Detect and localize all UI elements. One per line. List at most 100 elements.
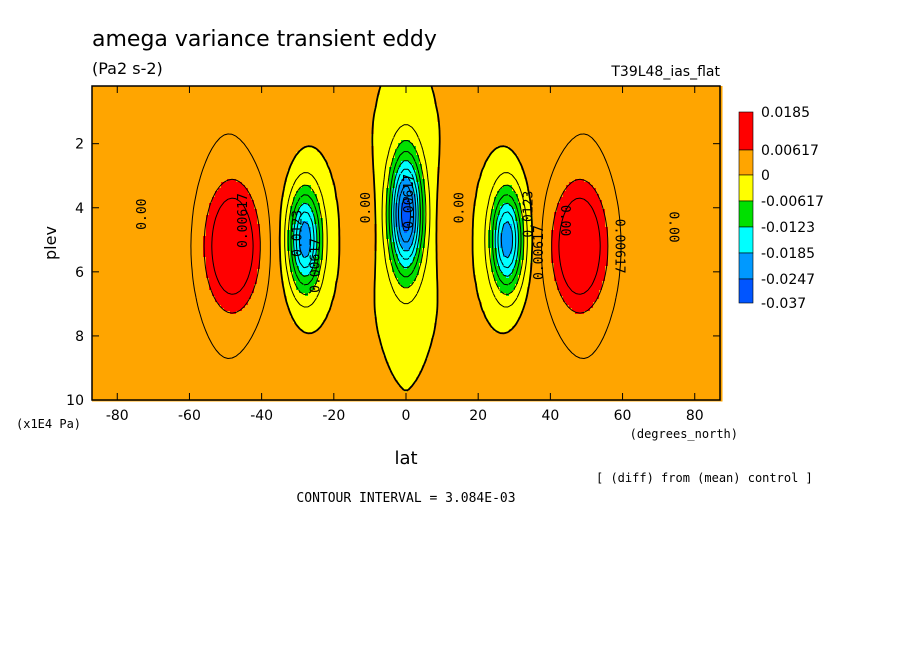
field-cell xyxy=(233,143,237,147)
field-cell xyxy=(653,125,657,129)
field-cell xyxy=(119,137,123,141)
field-cell xyxy=(623,98,627,102)
field-cell xyxy=(170,128,174,132)
field-cell xyxy=(107,119,111,123)
field-cell xyxy=(464,113,468,117)
field-cell xyxy=(95,104,99,108)
field-cell xyxy=(518,119,522,123)
field-cell xyxy=(140,137,144,141)
field-cell xyxy=(626,143,630,147)
field-cell xyxy=(548,134,552,138)
field-cell xyxy=(620,122,624,126)
field-cell xyxy=(257,86,261,90)
field-cell xyxy=(101,143,105,147)
field-cell xyxy=(425,131,429,135)
field-cell xyxy=(233,128,237,132)
field-cell xyxy=(452,86,456,90)
field-cell xyxy=(542,128,546,132)
field-cell xyxy=(659,101,663,105)
field-cell xyxy=(149,119,153,123)
field-cell xyxy=(662,122,666,126)
field-cell xyxy=(104,125,108,129)
field-cell xyxy=(134,101,138,105)
field-cell xyxy=(344,119,348,123)
field-cell xyxy=(707,131,711,135)
field-cell xyxy=(701,122,705,126)
field-cell xyxy=(395,155,399,159)
field-cell xyxy=(158,101,162,105)
field-cell xyxy=(383,125,387,129)
field-cell xyxy=(227,89,231,93)
field-cell xyxy=(584,98,588,102)
field-cell xyxy=(512,116,516,120)
field-cell xyxy=(224,125,228,129)
field-cell xyxy=(605,134,609,138)
field-cell xyxy=(614,119,618,123)
field-cell xyxy=(410,149,414,153)
field-cell xyxy=(419,122,423,126)
field-cell xyxy=(239,155,243,159)
field-cell xyxy=(221,152,225,156)
field-cell xyxy=(680,98,684,102)
field-cell xyxy=(434,119,438,123)
field-cell xyxy=(623,119,627,123)
field-cell xyxy=(434,107,438,111)
field-cell xyxy=(347,89,351,93)
field-cell xyxy=(578,143,582,147)
field-cell xyxy=(707,146,711,150)
field-cell xyxy=(617,140,621,144)
field-cell xyxy=(392,92,396,96)
field-cell xyxy=(260,128,264,132)
field-cell xyxy=(686,110,690,114)
field-cell xyxy=(530,131,534,135)
field-cell xyxy=(227,86,231,90)
field-cell xyxy=(551,131,555,135)
field-cell xyxy=(716,86,720,90)
field-cell xyxy=(662,92,666,96)
field-cell xyxy=(578,149,582,153)
field-cell xyxy=(554,146,558,150)
field-cell xyxy=(476,110,480,114)
field-cell xyxy=(689,89,693,93)
field-cell xyxy=(176,131,180,135)
field-cell xyxy=(707,149,711,153)
field-cell xyxy=(407,119,411,123)
field-cell xyxy=(359,116,363,120)
field-cell xyxy=(365,137,369,141)
field-cell xyxy=(431,116,435,120)
field-cell xyxy=(686,113,690,117)
field-cell xyxy=(707,86,711,90)
field-cell xyxy=(299,152,303,156)
field-cell xyxy=(629,146,633,150)
field-cell xyxy=(338,98,342,102)
field-cell xyxy=(365,113,369,117)
field-cell xyxy=(473,128,477,132)
field-cell xyxy=(125,86,129,90)
field-cell xyxy=(218,104,222,108)
field-cell xyxy=(674,134,678,138)
field-cell xyxy=(323,155,327,159)
field-cell xyxy=(683,122,687,126)
field-cell xyxy=(209,92,213,96)
field-cell xyxy=(386,110,390,114)
field-cell xyxy=(671,107,675,111)
field-cell xyxy=(584,131,588,135)
field-cell xyxy=(599,122,603,126)
field-cell xyxy=(209,122,213,126)
field-cell xyxy=(395,86,399,90)
field-cell xyxy=(452,134,456,138)
field-cell xyxy=(512,122,516,126)
field-cell xyxy=(194,137,198,141)
field-cell xyxy=(113,134,117,138)
field-cell xyxy=(119,128,123,132)
field-cell xyxy=(92,116,96,120)
field-cell xyxy=(185,131,189,135)
field-cell xyxy=(545,89,549,93)
field-cell xyxy=(440,140,444,144)
field-cell xyxy=(614,134,618,138)
field-cell xyxy=(506,116,510,120)
field-cell xyxy=(260,113,264,117)
field-cell xyxy=(689,98,693,102)
field-cell xyxy=(509,107,513,111)
field-cell xyxy=(638,104,642,108)
